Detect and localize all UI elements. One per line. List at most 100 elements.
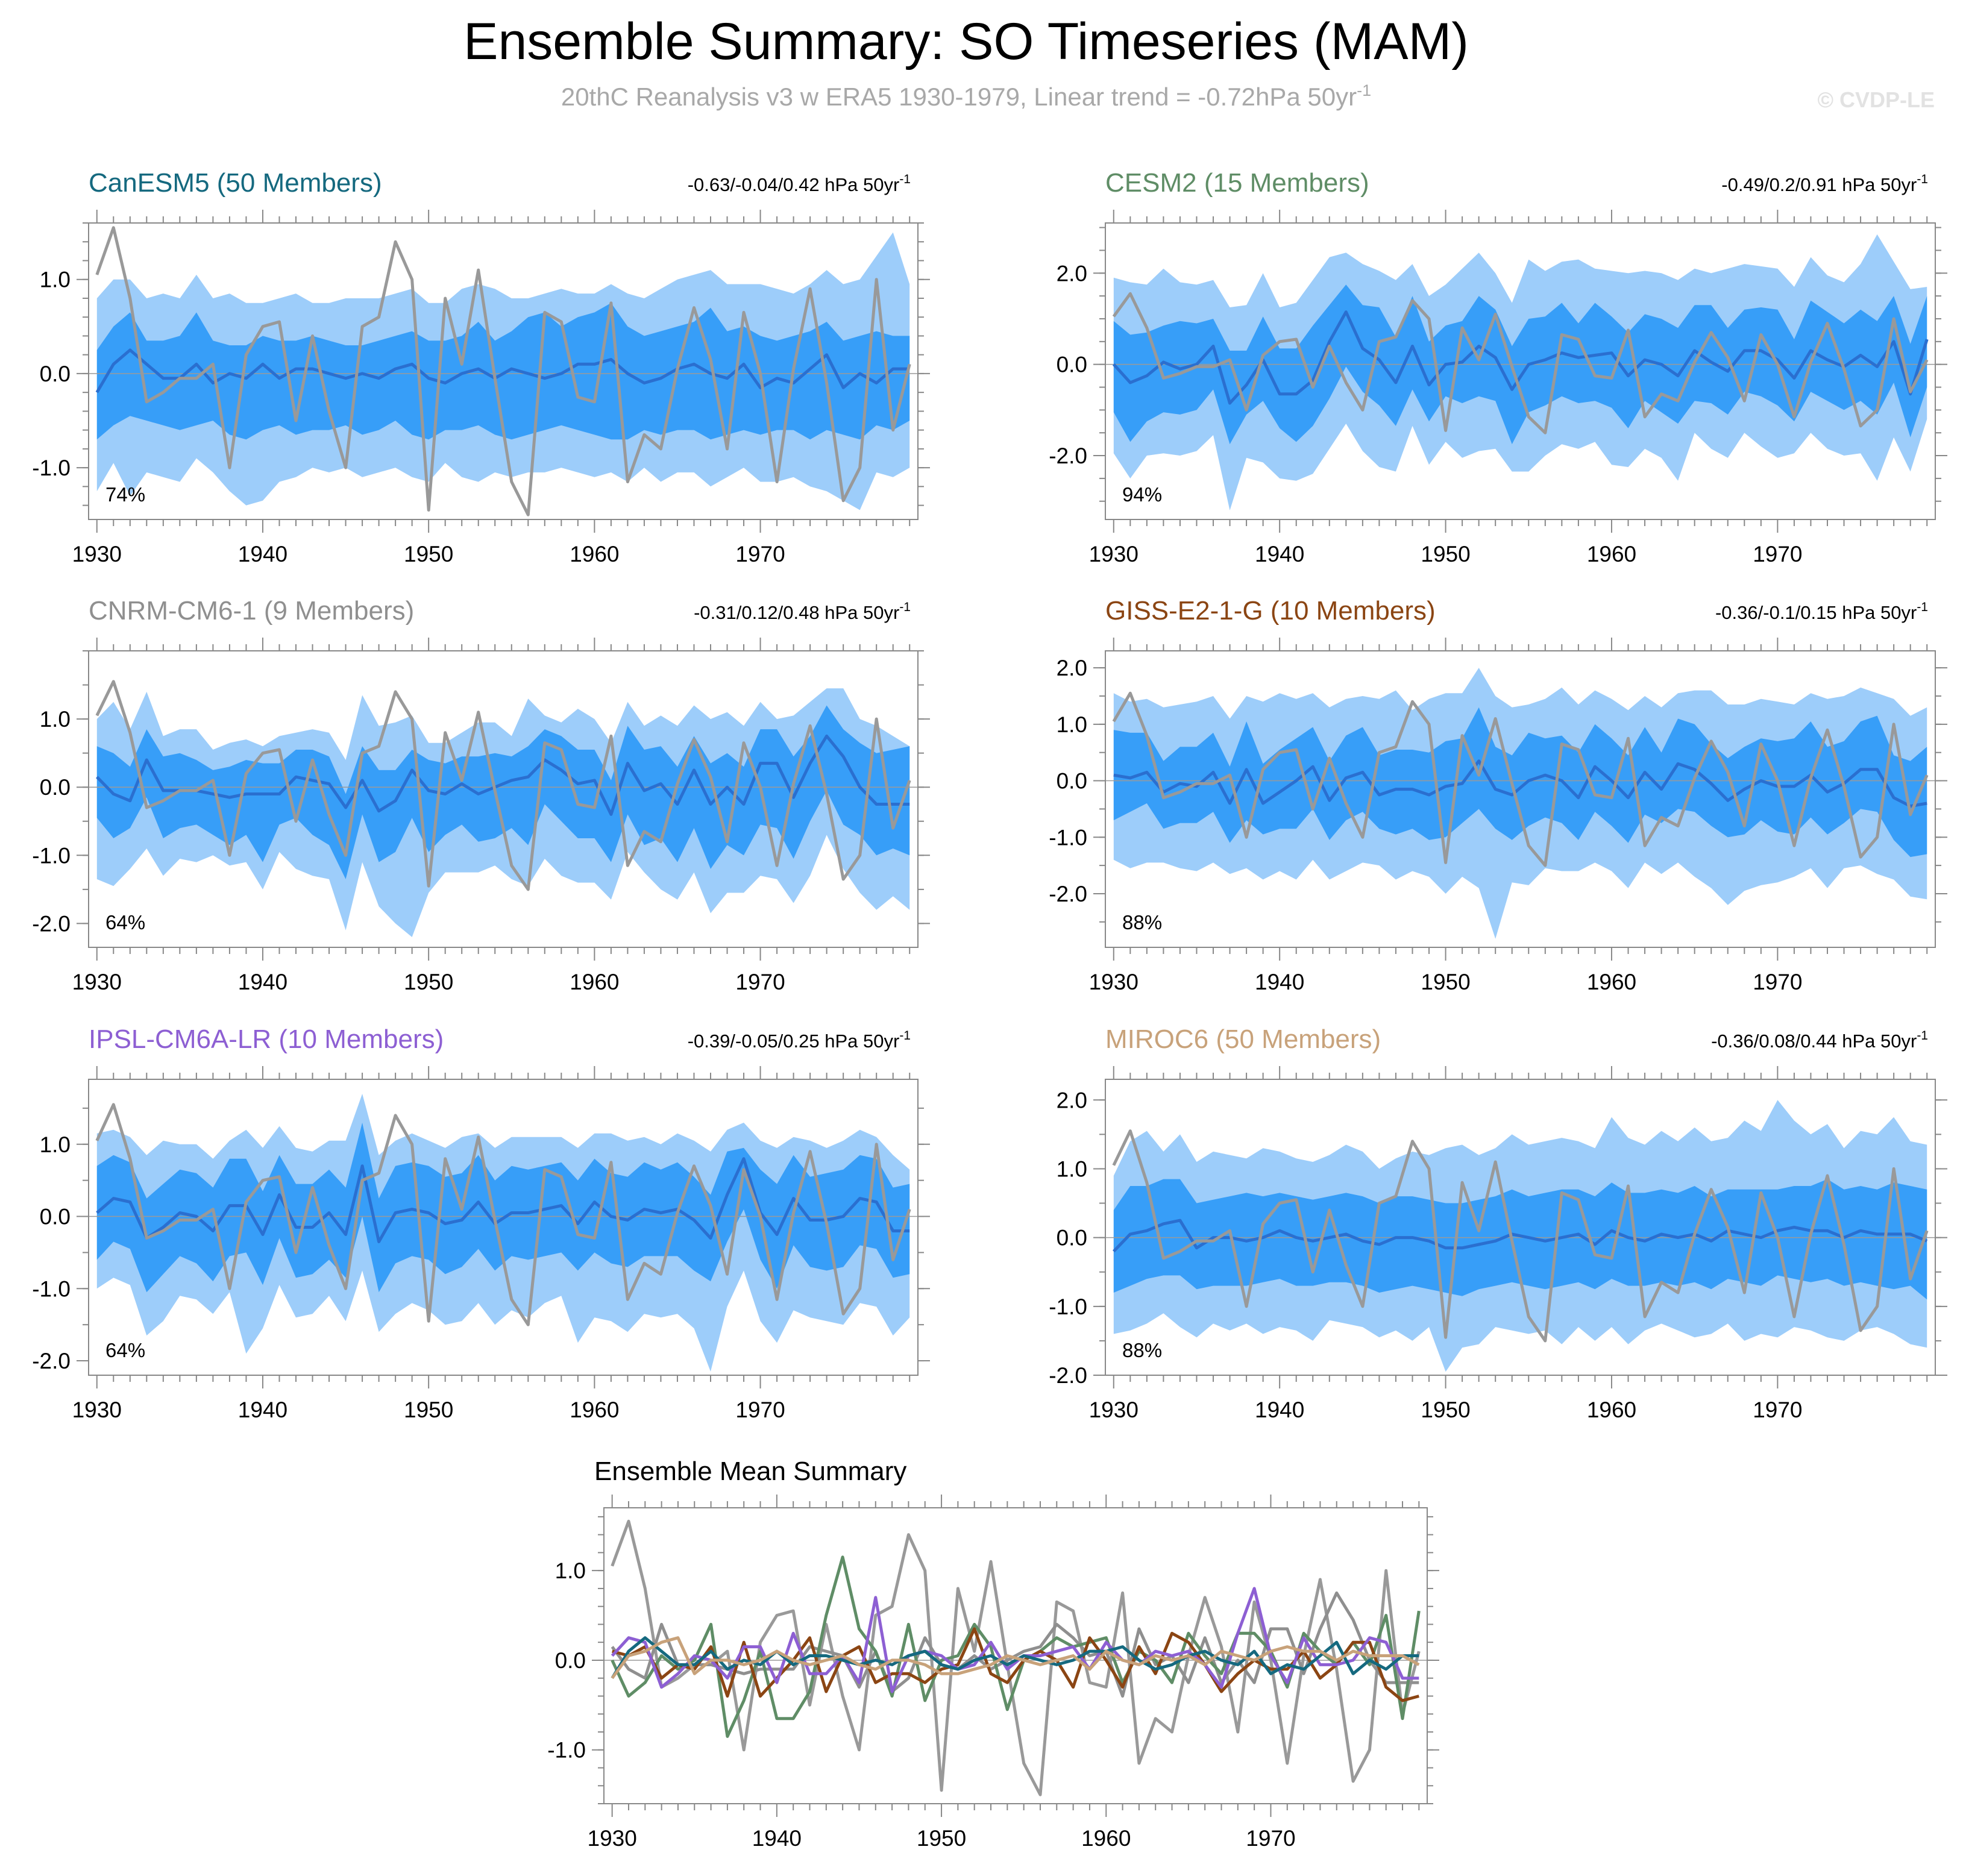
panel-trend-superscript: -1 [899, 172, 911, 186]
panel-giss-y-tick-label: 1.0 [1057, 712, 1087, 737]
panel-frame [1105, 222, 1936, 520]
panel-canesm5-y-tick-label: 0.0 [40, 362, 71, 386]
summary-line-cesm2 [611, 1555, 1421, 1738]
panel-cesm2-y-tick-label: 0.0 [1057, 353, 1087, 377]
observation-line [95, 680, 911, 891]
panel-miroc6-y-tick-label: 2.0 [1057, 1088, 1087, 1112]
panel-trend-text: -0.36/0.08/0.44 hPa 50yr [1711, 1031, 1917, 1052]
panels-group: -1.0 0.0 1.0 1930 1940 1950 1960 1970 CanESM5 (5… [32, 168, 1947, 1422]
panel-trend-superscript: -1 [1917, 600, 1928, 614]
panel-canesm5-x-tick-label: 1940 [238, 542, 287, 566]
panel-trend-label: -0.63/-0.04/0.42 hPa 50yr-1 [688, 172, 911, 195]
panel-title: CNRM-CM6-1 (9 Members) [89, 596, 414, 626]
panel-percent-label: 64% [105, 1339, 145, 1361]
panel-percent-label: 88% [1122, 911, 1162, 933]
panel-ipsl-x-tick-label: 1930 [72, 1398, 122, 1422]
figure-title: Ensemble Summary: SO Timeseries (MAM) [463, 13, 1469, 71]
figure-subtitle-superscript: -1 [1357, 81, 1371, 99]
ensemble-mean-summary-panel: -1.0 0.0 1.0 1930 1940 1950 1960 1970 Ensemble M… [547, 1457, 1439, 1851]
panel-ipsl-y-tick-label: -1.0 [32, 1276, 71, 1301]
panel-trend-superscript: -1 [899, 1029, 911, 1043]
panel-cnrm-x-tick-label: 1950 [404, 970, 453, 994]
summary-observation-line [611, 1519, 1421, 1796]
panel-cesm2-y-tick-label: -2.0 [1049, 444, 1087, 468]
ensemble-mean-line [1112, 1219, 1928, 1253]
panel-giss-x-tick-label: 1930 [1089, 970, 1139, 994]
summary-frame [603, 1507, 1428, 1804]
panel-miroc6: -2.0 -1.0 0.0 1.0 2.0 1930 1940 1950 1960 1970 MIR… [1049, 1024, 1947, 1422]
summary-line-canesm5 [611, 1636, 1419, 1680]
panel-trend-superscript: -1 [1917, 1029, 1928, 1043]
panel-title: CESM2 (15 Members) [1105, 168, 1369, 198]
panel-frame [1105, 650, 1936, 948]
summary-y-tick-label: 0.0 [555, 1648, 586, 1673]
panel-trend-superscript: -1 [1917, 172, 1928, 186]
summary-x-tick-label: 1940 [752, 1826, 802, 1851]
summary-line-ipsl [611, 1587, 1419, 1693]
panel-ipsl-x-tick-label: 1970 [735, 1398, 785, 1422]
panel-giss-x-tick-label: 1950 [1421, 970, 1470, 994]
inner-spread-band [96, 1122, 910, 1293]
panel-cnrm-y-tick-label: 0.0 [40, 775, 71, 800]
panel-trend-text: -0.31/0.12/0.48 hPa 50yr [694, 602, 899, 623]
panel-canesm5-x-tick-label: 1960 [570, 542, 619, 566]
panel-miroc6-y-tick-label: -2.0 [1049, 1363, 1087, 1388]
panel-cnrm-y-tick-label: -1.0 [32, 843, 71, 868]
summary-line-cnrm [611, 1591, 1419, 1698]
observation-line [1112, 1129, 1929, 1343]
ensemble-mean-line [96, 1157, 910, 1243]
panel-ipsl-y-tick-label: -2.0 [32, 1349, 71, 1373]
observation-line [95, 1103, 911, 1326]
panel-giss-y-tick-label: -2.0 [1049, 882, 1087, 906]
panel-canesm5-y-tick-label: 1.0 [40, 268, 71, 292]
ensemble-mean-line [1113, 759, 1927, 808]
summary-title: Ensemble Mean Summary [594, 1457, 906, 1486]
panel-cnrm-x-tick-label: 1970 [735, 970, 785, 994]
figure-subtitle-text: 20thC Reanalysis v3 w ERA5 1930-1979, Li… [561, 83, 1357, 111]
panel-percent-label: 94% [1122, 483, 1162, 506]
panel-cesm2-y-tick-label: 2.0 [1057, 261, 1087, 286]
panel-cnrm-x-tick-label: 1940 [238, 970, 287, 994]
panel-trend-text: -0.36/-0.1/0.15 hPa 50yr [1715, 602, 1917, 623]
panel-trend-text: -0.63/-0.04/0.42 hPa 50yr [688, 174, 900, 195]
panel-cesm2-x-tick-label: 1950 [1421, 542, 1470, 566]
summary-y-tick-label: 1.0 [555, 1558, 586, 1583]
watermark: © CVDP-LE [1817, 87, 1935, 112]
inner-spread-band [1113, 1179, 1927, 1300]
ensemble-mean-line [95, 348, 910, 394]
panel-canesm5-x-tick-label: 1950 [404, 542, 453, 566]
panel-ipsl-y-tick-label: 1.0 [40, 1132, 71, 1157]
panel-canesm5-x-tick-label: 1970 [735, 542, 785, 566]
panel-miroc6-x-tick-label: 1930 [1089, 1398, 1139, 1422]
figure-subtitle: 20thC Reanalysis v3 w ERA5 1930-1979, Li… [561, 81, 1371, 111]
summary-line-giss [612, 1627, 1419, 1702]
panel-title: CanESM5 (50 Members) [89, 168, 382, 198]
panel-miroc6-x-tick-label: 1960 [1587, 1398, 1636, 1422]
panel-giss-x-tick-label: 1970 [1753, 970, 1802, 994]
panel-trend-superscript: -1 [899, 600, 911, 614]
summary-x-tick-label: 1960 [1081, 1826, 1131, 1851]
panel-trend-text: -0.49/0.2/0.91 hPa 50yr [1721, 174, 1917, 195]
panel-giss-y-tick-label: 2.0 [1057, 656, 1087, 680]
panel-miroc6-y-tick-label: 0.0 [1057, 1226, 1087, 1250]
panel-trend-label: -0.31/0.12/0.48 hPa 50yr-1 [694, 600, 911, 623]
panel-canesm5: -1.0 0.0 1.0 1930 1940 1950 1960 1970 CanESM5 (5… [32, 168, 930, 566]
panel-frame [88, 222, 919, 520]
panel-giss-y-tick-label: -1.0 [1049, 825, 1087, 850]
panel-percent-label: 64% [105, 911, 145, 933]
panel-canesm5-x-tick-label: 1930 [72, 542, 122, 566]
panel-ipsl-x-tick-label: 1940 [238, 1398, 287, 1422]
summary-x-tick-label: 1970 [1246, 1826, 1295, 1851]
inner-spread-band [96, 705, 910, 879]
panel-cnrm-x-tick-label: 1960 [570, 970, 619, 994]
observation-line [95, 226, 911, 516]
summary-x-tick-label: 1930 [588, 1826, 637, 1851]
panel-giss-x-tick-label: 1940 [1255, 970, 1304, 994]
panel-miroc6-y-tick-label: 1.0 [1057, 1156, 1087, 1181]
panel-miroc6-x-tick-label: 1970 [1753, 1398, 1802, 1422]
panel-miroc6-y-tick-label: -1.0 [1049, 1294, 1087, 1319]
panel-giss-x-tick-label: 1960 [1587, 970, 1636, 994]
inner-spread-band [1113, 707, 1927, 858]
panel-miroc6-x-tick-label: 1950 [1421, 1398, 1470, 1422]
